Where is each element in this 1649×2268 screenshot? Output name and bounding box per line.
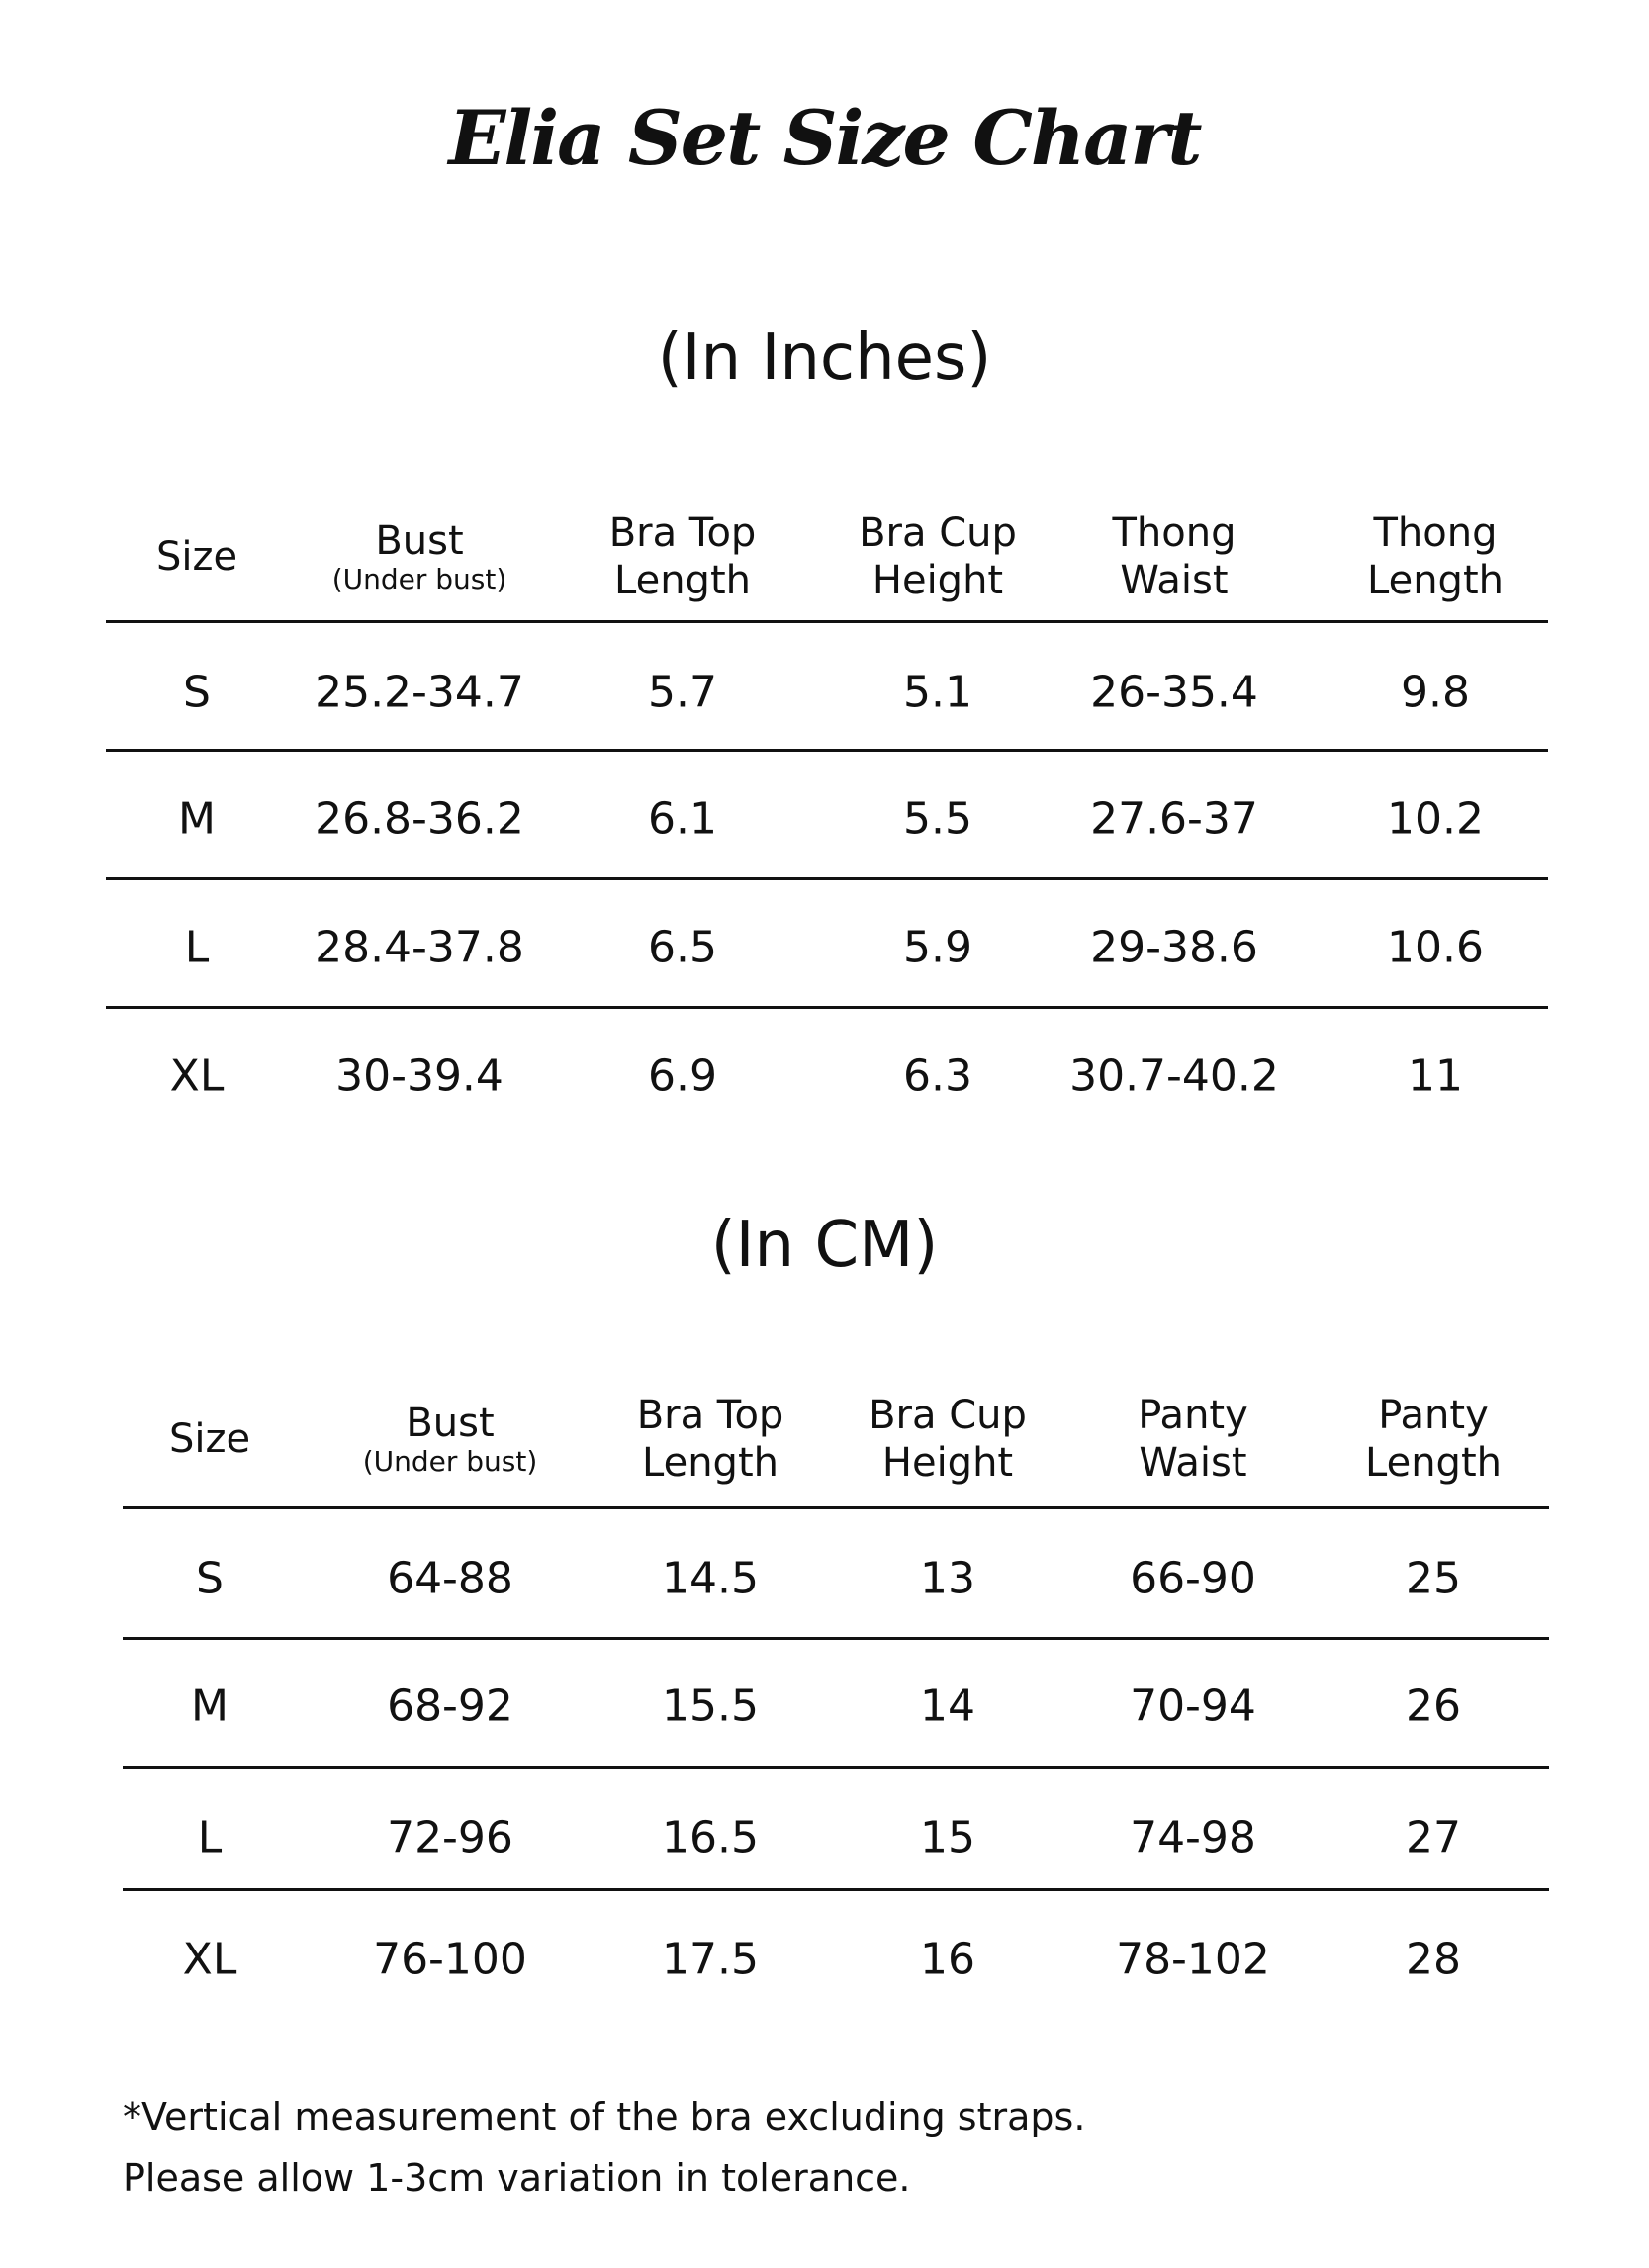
column-header: Bust (Under bust) (332, 517, 507, 594)
measurement-cell: 9.8 (1401, 667, 1470, 718)
measurement-cell: 5.1 (903, 667, 972, 718)
column-header-sublabel: (Under bust) (362, 1445, 538, 1478)
measurement-cell: 27.6-37 (1090, 793, 1258, 845)
measurement-cell: 16.5 (662, 1812, 759, 1863)
column-header-label: Waist (1139, 1440, 1247, 1486)
column-header-label: Height (881, 1440, 1014, 1486)
size-label: XL (182, 1934, 237, 1985)
column-header: Bra Top Length (609, 509, 757, 604)
measurement-cell: 78-102 (1116, 1934, 1270, 1985)
column-header-label: Bra Cup (859, 510, 1017, 556)
measurement-cell: 74-98 (1130, 1812, 1256, 1863)
measurement-cell: 30-39.4 (335, 1050, 504, 1102)
measurement-cell: 68-92 (387, 1680, 513, 1732)
row-divider (123, 1637, 1549, 1640)
measurement-cell: 15 (920, 1812, 975, 1863)
column-header: Thong Length (1367, 509, 1504, 604)
measurement-cell: 6.1 (648, 793, 717, 845)
measurement-cell: 27 (1406, 1812, 1461, 1863)
column-header: Bust (Under bust) (363, 1400, 538, 1477)
measurement-cell: 17.5 (662, 1934, 759, 1985)
column-header: Panty Waist (1138, 1392, 1248, 1487)
column-header-label: Length (614, 558, 751, 603)
measurement-cell: 14.5 (662, 1553, 759, 1604)
size-label: M (191, 1680, 229, 1732)
measurement-cell: 5.7 (648, 667, 717, 718)
measurement-cell: 10.2 (1387, 793, 1484, 845)
measurement-cell: 26 (1406, 1680, 1461, 1732)
column-header-label: Bra Top (636, 1393, 784, 1438)
page-title: Elia Set Size Chart (448, 94, 1202, 182)
measurement-cell: 29-38.6 (1090, 922, 1258, 973)
column-header-label: Thong (1373, 510, 1498, 556)
measurement-cell: 25.2-34.7 (315, 667, 524, 718)
measurement-cell: 66-90 (1130, 1553, 1256, 1604)
measurement-cell: 70-94 (1130, 1680, 1256, 1732)
inches-heading: (In Inches) (657, 321, 992, 395)
column-header: Bra Cup Height (869, 1392, 1027, 1487)
column-header: Thong Waist (1113, 509, 1237, 604)
column-header-label: Thong (1112, 510, 1237, 556)
column-header-label: Bra Top (608, 510, 757, 556)
measurement-cell: 26.8-36.2 (315, 793, 524, 845)
size-label: M (178, 793, 216, 845)
size-label: L (184, 922, 210, 973)
measurement-cell: 5.5 (903, 793, 972, 845)
column-header-label: Bust (375, 518, 464, 564)
row-divider (106, 877, 1548, 880)
measurement-cell: 72-96 (387, 1812, 513, 1863)
column-header-label: Panty (1378, 1393, 1489, 1438)
row-divider (123, 1506, 1549, 1509)
cm-heading: (In CM) (710, 1209, 939, 1282)
measurement-cell: 25 (1406, 1553, 1461, 1604)
column-header: Panty Length (1365, 1392, 1502, 1487)
size-label: L (197, 1812, 223, 1863)
footnote-tolerance: Please allow 1-3cm variation in toleranc… (123, 2156, 911, 2200)
measurement-cell: 14 (920, 1680, 975, 1732)
measurement-cell: 30.7-40.2 (1069, 1050, 1279, 1102)
measurement-cell: 6.3 (903, 1050, 972, 1102)
size-label: S (183, 667, 211, 718)
column-header-sublabel: (Under bust) (331, 563, 507, 595)
measurement-cell: 28 (1406, 1934, 1461, 1985)
column-header-label: Bra Cup (869, 1393, 1027, 1438)
column-header: Size (156, 533, 237, 581)
measurement-cell: 64-88 (387, 1553, 513, 1604)
measurement-cell: 5.9 (903, 922, 972, 973)
column-header-label: Length (642, 1440, 779, 1486)
column-header: Bra Top Length (637, 1392, 784, 1487)
row-divider (106, 1006, 1548, 1009)
measurement-cell: 10.6 (1387, 922, 1484, 973)
column-header-label: Length (1367, 558, 1504, 603)
column-header-label: Waist (1120, 558, 1229, 603)
measurement-cell: 16 (920, 1934, 975, 1985)
row-divider (106, 749, 1548, 752)
row-divider (123, 1766, 1549, 1769)
measurement-cell: 11 (1408, 1050, 1463, 1102)
measurement-cell: 6.9 (648, 1050, 717, 1102)
measurement-cell: 26-35.4 (1090, 667, 1258, 718)
measurement-cell: 28.4-37.8 (315, 922, 524, 973)
measurement-cell: 76-100 (373, 1934, 527, 1985)
column-header-label: Panty (1138, 1393, 1248, 1438)
footnote-vertical-measurement: *Vertical measurement of the bra excludi… (123, 2095, 1086, 2138)
column-header-label: Bust (406, 1401, 495, 1446)
size-label: S (196, 1553, 224, 1604)
column-header-label: Length (1365, 1440, 1502, 1486)
column-header-label: Size (155, 534, 238, 580)
column-header-label: Size (168, 1416, 251, 1462)
column-header-label: Height (871, 558, 1004, 603)
measurement-cell: 13 (920, 1553, 975, 1604)
measurement-cell: 15.5 (662, 1680, 759, 1732)
row-divider (123, 1888, 1549, 1891)
row-divider (106, 620, 1548, 623)
column-header: Size (169, 1415, 250, 1463)
size-label: XL (169, 1050, 225, 1102)
column-header: Bra Cup Height (859, 509, 1017, 604)
measurement-cell: 6.5 (648, 922, 717, 973)
